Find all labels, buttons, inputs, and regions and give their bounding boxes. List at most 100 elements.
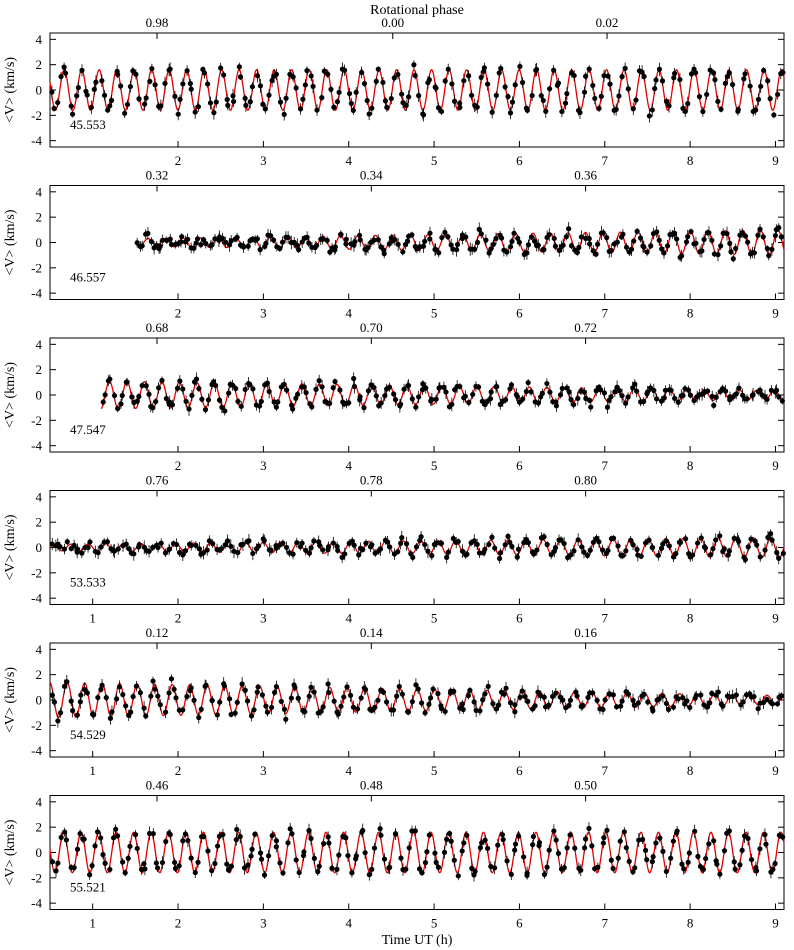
observed-point bbox=[184, 68, 190, 74]
observed-point bbox=[770, 866, 776, 872]
bottom-axis-title: Time UT (h) bbox=[382, 933, 453, 948]
observed-point bbox=[308, 835, 314, 842]
observed-point bbox=[551, 235, 557, 242]
observed-point bbox=[760, 234, 766, 240]
observed-point bbox=[705, 388, 711, 394]
panel: -4 -2 0 2 4 <V> (km/s) 2 3 4 5 6 7 8 9 0.68 0.70 0.72 47.… bbox=[3, 320, 785, 473]
observed-point bbox=[350, 704, 356, 710]
observed-point bbox=[659, 78, 666, 84]
observed-point bbox=[505, 533, 511, 539]
observed-point bbox=[780, 834, 786, 840]
observed-point bbox=[234, 699, 240, 705]
observed-point bbox=[198, 706, 204, 712]
observed-point bbox=[617, 838, 623, 844]
observed-point bbox=[688, 71, 695, 77]
observed-point bbox=[109, 709, 115, 715]
observed-point bbox=[590, 690, 596, 696]
observed-point bbox=[670, 838, 676, 844]
observed-point bbox=[664, 243, 671, 249]
night-label: 55.521 bbox=[70, 880, 106, 895]
observed-point bbox=[371, 237, 377, 243]
observed-point bbox=[740, 699, 746, 705]
observed-point bbox=[228, 543, 234, 549]
observed-point bbox=[461, 840, 467, 846]
observed-point bbox=[294, 391, 301, 397]
observed-point bbox=[422, 541, 428, 548]
y-tick-label: -2 bbox=[31, 565, 42, 580]
observed-point bbox=[398, 855, 404, 861]
observed-point bbox=[308, 545, 314, 551]
observed-point bbox=[433, 246, 439, 252]
observed-point bbox=[191, 697, 197, 703]
observed-point bbox=[717, 871, 723, 877]
observed-point bbox=[515, 546, 522, 552]
observed-point bbox=[396, 683, 402, 690]
observed-point bbox=[353, 89, 359, 95]
y-tick-label: 4 bbox=[36, 642, 43, 657]
observed-point bbox=[504, 249, 510, 255]
observed-point bbox=[745, 239, 751, 245]
observed-point bbox=[283, 716, 289, 722]
observed-point bbox=[511, 230, 517, 236]
observed-point bbox=[721, 848, 728, 854]
observed-point bbox=[95, 550, 101, 556]
observed-point bbox=[239, 681, 245, 687]
observed-point bbox=[765, 78, 771, 84]
observed-point bbox=[659, 246, 665, 252]
observed-point bbox=[403, 102, 409, 109]
observed-point bbox=[706, 841, 712, 847]
observed-point bbox=[130, 68, 136, 74]
observed-point bbox=[508, 382, 515, 388]
observed-point bbox=[351, 542, 357, 548]
observed-point bbox=[77, 831, 83, 837]
panels-group: -4 -2 0 2 4 <V> (km/s) 2 3 4 5 6 7 8 9 0.98 0.00 0.02 45.… bbox=[3, 15, 786, 931]
time-tick-label: 3 bbox=[260, 458, 267, 473]
observed-point bbox=[55, 718, 61, 724]
observed-point bbox=[387, 864, 393, 870]
observed-point bbox=[234, 826, 240, 833]
observed-point bbox=[308, 684, 314, 690]
observed-point bbox=[448, 242, 454, 248]
y-tick-label: 2 bbox=[36, 820, 43, 835]
time-tick-label: 5 bbox=[431, 763, 438, 778]
observed-point bbox=[419, 870, 425, 876]
observed-point bbox=[764, 696, 770, 703]
observed-point bbox=[403, 541, 410, 547]
observed-point bbox=[531, 551, 537, 557]
observed-point bbox=[125, 855, 131, 861]
time-tick-label: 4 bbox=[345, 916, 352, 931]
observed-point bbox=[175, 111, 181, 117]
observed-point bbox=[420, 381, 426, 387]
observed-point bbox=[604, 404, 611, 410]
observed-point bbox=[623, 244, 630, 250]
observed-point bbox=[493, 706, 499, 712]
observed-point bbox=[763, 841, 769, 847]
observed-point bbox=[150, 831, 156, 837]
observed-point bbox=[576, 244, 582, 251]
observed-point bbox=[482, 837, 488, 843]
night-label: 45.553 bbox=[70, 117, 106, 132]
observed-point bbox=[548, 552, 554, 558]
observed-point bbox=[715, 252, 721, 258]
observed-point bbox=[373, 393, 379, 399]
observed-point bbox=[245, 243, 251, 249]
observed-point bbox=[502, 397, 509, 403]
observed-point bbox=[488, 246, 494, 252]
observed-point bbox=[273, 844, 279, 850]
observed-point bbox=[413, 682, 419, 688]
observed-point bbox=[635, 700, 641, 706]
observed-point bbox=[320, 236, 326, 242]
observed-point bbox=[58, 73, 64, 80]
observed-point bbox=[507, 539, 513, 545]
observed-point bbox=[566, 226, 572, 232]
observed-point bbox=[314, 107, 320, 113]
y-tick-label: -4 bbox=[31, 743, 42, 758]
observed-point bbox=[525, 380, 531, 386]
observed-point bbox=[349, 538, 355, 544]
observed-point bbox=[252, 831, 258, 837]
observed-point bbox=[256, 543, 262, 549]
observed-point bbox=[406, 845, 412, 851]
observed-point bbox=[488, 389, 494, 395]
observed-point bbox=[186, 406, 192, 412]
y-tick-label: 4 bbox=[36, 794, 43, 809]
